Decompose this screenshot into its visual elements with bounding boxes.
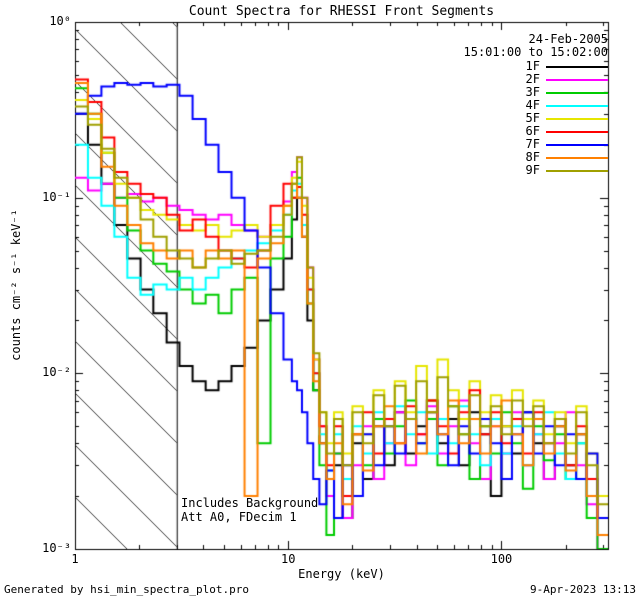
y-tick-label: 10⁻² (42, 365, 71, 380)
legend-item: 9F (526, 164, 608, 177)
plot-title: Count Spectra for RHESSI Front Segments (188, 4, 495, 19)
legend-item: 7F (526, 138, 608, 151)
x-tick-label: 10 (280, 552, 296, 566)
x-tick-label: 100 (490, 552, 513, 566)
generator-credit: Generated by hsi_min_spectra_plot.pro (4, 583, 250, 596)
legend-color-line (546, 104, 608, 107)
y-tick-label: 10⁻³ (42, 541, 71, 555)
legend: 1F 2F 3F 4F 5F 6F 7F 8F 9F (526, 60, 608, 177)
legend-item: 4F (526, 99, 608, 112)
legend-label: 2F (525, 72, 540, 86)
legend-item: 1F (526, 60, 608, 73)
legend-color-line (546, 65, 608, 68)
x-axis-label: Energy (keV) (298, 567, 385, 581)
legend-date: 24-Feb-2005 (528, 32, 608, 46)
render-timestamp: 9-Apr-2023 13:13 (530, 583, 636, 596)
legend-color-line (546, 156, 608, 159)
legend-item: 8F (526, 151, 608, 164)
legend-item: 3F (526, 86, 608, 99)
legend-color-line (546, 130, 608, 133)
legend-color-line (546, 169, 608, 172)
legend-label: 4F (525, 98, 540, 112)
legend-color-line (546, 91, 608, 94)
legend-label: 3F (525, 85, 540, 99)
legend-item: 2F (526, 73, 608, 86)
legend-label: 1F (525, 59, 540, 73)
legend-time-interval: 15:01:00 to 15:02:00 (463, 45, 609, 59)
legend-color-line (546, 78, 608, 81)
legend-label: 5F (525, 111, 540, 125)
background-annotation: Includes Background (181, 496, 319, 510)
legend-item: 6F (526, 125, 608, 138)
y-tick-label: 10⁰ (49, 14, 71, 28)
x-tick-label: 1 (71, 552, 79, 566)
legend-label: 6F (525, 124, 540, 138)
legend-color-line (546, 117, 608, 120)
legend-label: 8F (525, 150, 540, 164)
legend-item: 5F (526, 112, 608, 125)
legend-color-line (546, 143, 608, 146)
legend-label: 7F (525, 137, 540, 151)
y-axis-label: counts cm⁻² s⁻¹ keV⁻¹ (9, 209, 23, 361)
attenuator-annotation: Att A0, FDecim 1 (181, 510, 297, 524)
y-tick-label: 10⁻¹ (42, 189, 71, 204)
legend-label: 9F (525, 163, 540, 177)
